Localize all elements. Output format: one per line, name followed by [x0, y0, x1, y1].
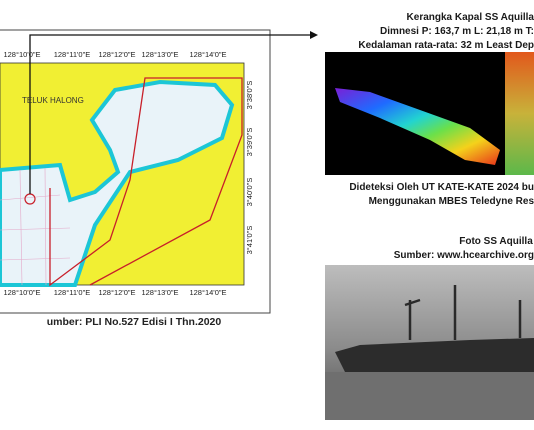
- map-grid: [0, 167, 71, 286]
- bottom-coord-label: 128°13'0"E: [141, 288, 178, 297]
- right-coord-label: 3°38'0"S: [245, 81, 254, 110]
- bottom-coord-label: 128°12'0"E: [98, 288, 135, 297]
- right-coord-label: 3°40'0"S: [245, 178, 254, 207]
- ship-hull: [335, 338, 534, 372]
- sonar-depth: Kedalaman rata-rata: 32 m Least Dep: [358, 40, 534, 51]
- bottom-coord-label: 128°11'0"E: [54, 288, 91, 297]
- map-sea: [0, 79, 235, 287]
- right-coord-label: 3°39'0"S: [245, 128, 254, 157]
- map-title: TELUK HALONG: [22, 96, 84, 105]
- sonar-image-2: [505, 52, 534, 175]
- bottom-coord-label: 128°14'0"E: [189, 288, 226, 297]
- top-coord-label: 128°12'0"E: [98, 50, 135, 59]
- top-coord-label: 128°13'0"E: [141, 50, 178, 59]
- top-coord-label: 128°10'0"E: [3, 50, 40, 59]
- ship-cranes: [404, 285, 522, 340]
- sonar-method: Menggunakan MBES Teledyne Res: [369, 196, 534, 207]
- sonar-title: Kerangka Kapal SS Aquilla: [407, 12, 534, 23]
- map-caption: umber: PLI No.527 Edisi I Thn.2020: [47, 316, 222, 328]
- sonar-dimension: Dimnesi P: 163,7 m L: 21,18 m T:: [380, 26, 534, 37]
- photo-water: [325, 372, 534, 420]
- top-coord-label: 128°11'0"E: [54, 50, 91, 59]
- survey-area: [49, 77, 243, 287]
- right-coord-label: 3°41'0"S: [245, 226, 254, 255]
- photo-source: Sumber: www.hcearchive.org: [394, 250, 534, 261]
- top-coord-label: 128°14'0"E: [189, 50, 226, 59]
- sonar-detected: Dideteksi Oleh UT KATE-KATE 2024 bu: [349, 182, 534, 193]
- arrow-head: [310, 31, 318, 39]
- arrow: [29, 34, 312, 194]
- photo-title: Foto SS Aquilla: [459, 236, 533, 247]
- bottom-coord-label: 128°10'0"E: [3, 288, 40, 297]
- sonar-wreck: [335, 88, 500, 165]
